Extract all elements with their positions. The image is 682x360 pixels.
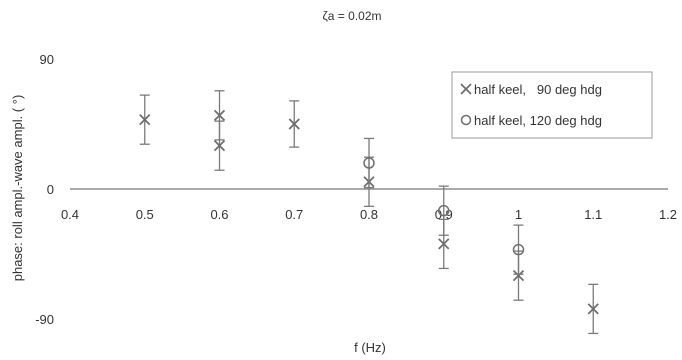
x-tick-label: 0.6 — [210, 207, 228, 222]
x-tick-label: 0.4 — [61, 207, 79, 222]
x-axis-title: f (Hz) — [354, 340, 386, 355]
data-point-series-1 — [139, 94, 151, 145]
x-tick-label: 1.2 — [659, 207, 677, 222]
legend-marker-circle-icon — [460, 114, 472, 126]
x-tick-label: 1.1 — [584, 207, 602, 222]
x-marker-icon — [288, 118, 300, 130]
data-marks — [139, 90, 599, 335]
data-point-series-1 — [587, 283, 599, 335]
x-marker-icon — [213, 109, 226, 121]
circle-marker-icon — [438, 204, 450, 217]
y-tick-label: 0 — [47, 182, 54, 197]
x-tick-labels: 0.4 0.5 0.6 0.7 0.8 0.9 1 1.1 1.2 — [61, 207, 677, 222]
data-point-series-1 — [213, 120, 226, 171]
data-point-series-2 — [438, 185, 450, 236]
legend-label-series-2: half keel, 120 deg hdg — [474, 113, 602, 128]
data-point-series-2 — [363, 137, 375, 189]
x-marker-icon — [512, 270, 525, 282]
x-tick-label: 0.7 — [285, 207, 303, 222]
circle-marker-icon — [512, 243, 525, 256]
x-marker-icon — [213, 140, 226, 152]
legend-box — [451, 71, 653, 139]
circle-marker-icon — [363, 157, 375, 169]
x-marker-icon — [438, 238, 450, 250]
data-point-series-1 — [288, 100, 300, 148]
data-point-series-1 — [438, 218, 450, 270]
x-tick-label: 1 — [515, 207, 522, 222]
chart-title: ζa = 0.02m — [323, 9, 382, 23]
x-tick-label: 0.8 — [360, 207, 378, 222]
x-marker-icon — [587, 303, 599, 315]
legend-marker-x-icon — [460, 83, 472, 95]
y-tick-labels: 90 0 -90 — [35, 52, 54, 327]
y-tick-label: 90 — [40, 52, 54, 67]
y-tick-label: -90 — [35, 312, 54, 327]
legend: half keel, 90 deg hdg half keel, 120 deg… — [451, 71, 653, 139]
y-axis-title: phase: roll ampl.-wave ampl. ( °) — [10, 95, 25, 282]
x-marker-icon — [139, 114, 151, 126]
data-point-series-2 — [512, 224, 525, 275]
legend-label-series-1: half keel, 90 deg hdg — [474, 82, 602, 97]
x-tick-label: 0.5 — [136, 207, 154, 222]
